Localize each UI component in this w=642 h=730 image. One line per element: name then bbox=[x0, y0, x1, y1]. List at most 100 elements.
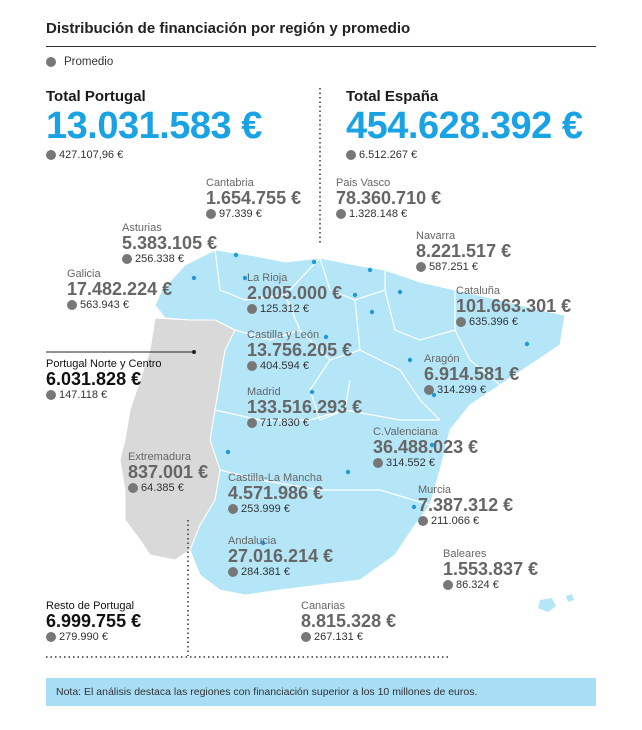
dot-asturias bbox=[191, 275, 197, 281]
legend-label: Promedio bbox=[64, 56, 114, 68]
region-avg: 635.396 € bbox=[469, 315, 518, 328]
region-extremadura: Extremadura 837.001 € 64.385 € bbox=[128, 451, 208, 494]
total-spain-label: Total España bbox=[346, 88, 439, 105]
region-murcia: Murcia 7.387.312 € 211.066 € bbox=[418, 484, 513, 527]
region-asturias: Asturias 5.383.105 € 256.338 € bbox=[122, 222, 217, 265]
average-dot-icon bbox=[456, 316, 466, 327]
region-resto-portugal: Resto de Portugal 6.999.755 € 279.990 € bbox=[46, 600, 141, 643]
region-avg: 211.066 € bbox=[431, 514, 480, 527]
region-avg: 587.251 € bbox=[429, 260, 478, 273]
region-value: 2.005.000 € bbox=[247, 283, 343, 303]
average-dot-icon bbox=[346, 150, 356, 160]
average-dot-icon bbox=[128, 482, 138, 493]
average-dot-icon bbox=[443, 579, 453, 590]
region-name: Aragón bbox=[424, 353, 460, 365]
region-name: Navarra bbox=[416, 230, 456, 242]
region-value: 6.999.755 € bbox=[46, 611, 142, 631]
region-name: Pais Vasco bbox=[336, 177, 391, 189]
region-name: La Rioja bbox=[247, 272, 288, 284]
total-spain-avg: 6.512.267 € bbox=[359, 149, 418, 161]
region-cantabria: Cantabria 1.654.755 € 97.339 € bbox=[206, 177, 301, 220]
region-value: 4.571.986 € bbox=[228, 483, 324, 503]
region-name: Portugal Norte y Centro bbox=[46, 358, 162, 370]
region-name: Cantabria bbox=[206, 177, 254, 189]
dot-murcia bbox=[411, 504, 417, 510]
dot-madrid bbox=[309, 389, 315, 395]
legend: Promedio bbox=[46, 56, 113, 68]
average-dot-icon bbox=[247, 360, 257, 371]
region-castilla-leon: Castilla y León 13.756.205 € 404.594 € bbox=[247, 329, 352, 372]
average-dot-icon bbox=[336, 208, 346, 219]
region-value: 837.001 € bbox=[128, 462, 209, 482]
region-name: Baleares bbox=[443, 548, 487, 560]
region-galicia: Galicia 17.482.224 € 563.943 € bbox=[67, 268, 172, 311]
total-spain: Total España 454.628.392 € 6.512.267 € bbox=[346, 88, 583, 161]
region-avg: 86.324 € bbox=[456, 578, 499, 591]
average-dot-icon bbox=[46, 631, 56, 642]
dot-valenciana bbox=[429, 442, 435, 448]
region-avg: 279.990 € bbox=[59, 630, 108, 643]
region-portugal-norte: Portugal Norte y Centro 6.031.828 € 147.… bbox=[46, 358, 162, 401]
dot-cantabria bbox=[233, 252, 239, 258]
region-name: Resto de Portugal bbox=[46, 600, 135, 612]
average-dot-icon bbox=[46, 57, 56, 67]
region-value: 8.815.328 € bbox=[301, 611, 397, 631]
baleares-shape-2 bbox=[566, 594, 574, 602]
dot-valenciana-2 bbox=[431, 392, 437, 398]
average-dot-icon bbox=[416, 261, 426, 272]
average-dot-icon bbox=[46, 389, 56, 400]
region-avg: 1.328.148 € bbox=[349, 207, 408, 220]
average-dot-icon bbox=[46, 150, 56, 160]
region-value: 36.488.023 € bbox=[373, 437, 479, 457]
average-dot-icon bbox=[122, 253, 132, 264]
total-portugal: Total Portugal 13.031.583 € 427.107,96 € bbox=[46, 88, 262, 161]
total-spain-value: 454.628.392 € bbox=[346, 105, 583, 147]
region-avg: 314.299 € bbox=[437, 383, 486, 396]
region-la-rioja: La Rioja 2.005.000 € 125.312 € bbox=[247, 272, 342, 315]
region-dots bbox=[191, 252, 530, 546]
dot-extremadura bbox=[225, 449, 231, 455]
dot-rioja bbox=[352, 292, 358, 298]
average-dot-icon bbox=[228, 503, 238, 514]
region-value: 7.387.312 € bbox=[418, 495, 514, 515]
region-canarias: Canarias 8.815.328 € 267.131 € bbox=[301, 600, 396, 643]
region-avg: 97.339 € bbox=[219, 207, 262, 220]
dot-aragon-n bbox=[369, 309, 375, 315]
region-avg: 125.312 € bbox=[260, 302, 309, 315]
region-navarra: Navarra 8.221.517 € 587.251 € bbox=[416, 230, 511, 273]
dot-pais-vasco bbox=[311, 259, 317, 265]
region-name: Cataluña bbox=[456, 285, 501, 297]
dot-navarra bbox=[367, 267, 373, 273]
average-dot-icon bbox=[373, 457, 383, 468]
region-avg: 253.999 € bbox=[241, 502, 290, 515]
region-baleares: Baleares 1.553.837 € 86.324 € bbox=[443, 548, 538, 591]
portugal-shape bbox=[119, 317, 236, 561]
region-value: 6.914.581 € bbox=[424, 364, 520, 384]
region-madrid: Madrid 133.516.293 € 717.830 € bbox=[247, 386, 362, 429]
region-borders bbox=[214, 249, 501, 506]
region-avg: 267.131 € bbox=[314, 630, 363, 643]
region-avg: 64.385 € bbox=[141, 481, 184, 494]
region-value: 17.482.224 € bbox=[67, 279, 173, 299]
region-name: Canarias bbox=[301, 600, 346, 612]
dot-galicia bbox=[242, 275, 248, 281]
average-dot-icon bbox=[247, 417, 257, 428]
average-dot-icon bbox=[228, 566, 238, 577]
region-andalucia: Andalucia 27.016.214 € 284.381 € bbox=[228, 535, 333, 578]
title-rule bbox=[46, 46, 596, 47]
region-pais-vasco: Pais Vasco 78.360.710 € 1.328.148 € bbox=[336, 177, 441, 220]
region-name: Murcia bbox=[418, 484, 452, 496]
region-name: Galicia bbox=[67, 268, 101, 280]
region-value: 27.016.214 € bbox=[228, 546, 334, 566]
region-avg: 314.552 € bbox=[386, 456, 435, 469]
total-portugal-value: 13.031.583 € bbox=[46, 105, 262, 147]
region-name: Madrid bbox=[247, 386, 281, 398]
region-value: 133.516.293 € bbox=[247, 397, 363, 417]
region-avg: 256.338 € bbox=[135, 252, 184, 265]
average-dot-icon bbox=[247, 303, 257, 314]
region-value: 6.031.828 € bbox=[46, 369, 142, 389]
portugal-norte-pointer bbox=[192, 350, 196, 354]
average-dot-icon bbox=[424, 384, 434, 395]
region-avg: 717.830 € bbox=[260, 416, 309, 429]
